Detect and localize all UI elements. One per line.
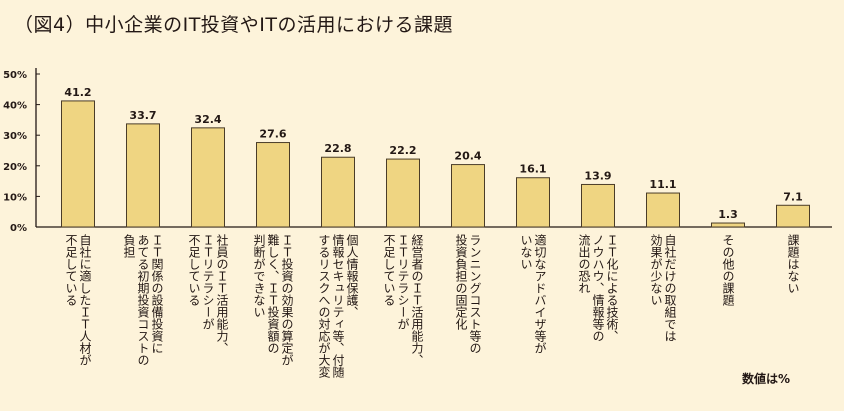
bar — [321, 156, 355, 228]
category-label: ＩＴリテラシーが — [201, 234, 215, 330]
bar — [711, 222, 745, 228]
category-label: ＩＴ化による技術、 — [605, 234, 619, 342]
bar — [386, 158, 420, 228]
category-label: いない — [519, 234, 533, 270]
bar — [61, 100, 95, 228]
category-label: 課題はない — [786, 233, 800, 294]
bar — [776, 204, 810, 228]
y-tick-label: 30% — [3, 131, 27, 142]
y-tick-label: 50% — [3, 70, 27, 81]
bar-value-label: 41.2 — [64, 86, 91, 99]
category-label: あてる初期投資コストの — [136, 234, 150, 366]
bar — [126, 123, 160, 228]
y-tick-label: 0% — [10, 223, 27, 234]
chart-title: （図4）中小企業のIT投資やITの活用における課題 — [14, 14, 454, 36]
bar — [451, 164, 485, 228]
category-label: 不足している — [187, 234, 201, 306]
y-tick-label: 10% — [3, 192, 27, 203]
category-label: するリスクへの対応が大変 — [317, 234, 331, 379]
category-label: 経営者のＩＴ活用能力、 — [410, 234, 424, 366]
bar — [516, 177, 550, 228]
category-label: 不足している — [382, 234, 396, 306]
bar — [256, 142, 290, 228]
bar-value-label: 1.3 — [718, 208, 738, 221]
category-label: 流出の恐れ — [577, 234, 591, 294]
bar — [646, 192, 680, 228]
category-label: 負担 — [122, 234, 136, 258]
category-label: 社員のＩＴ活用能力、 — [215, 233, 229, 354]
bar-value-label: 32.4 — [194, 113, 221, 126]
category-label: ＩＴリテラシーが — [396, 234, 410, 330]
bar-value-label: 13.9 — [584, 169, 611, 182]
category-label: 不足している — [64, 234, 78, 306]
bar-value-label: 22.2 — [389, 144, 416, 157]
unit-note: 数値は% — [742, 372, 791, 386]
bar-value-label: 27.6 — [259, 128, 286, 141]
category-label: ＩＴ投資の効果の算定が — [280, 234, 294, 366]
category-label: 投資負担の固定化 — [454, 233, 468, 331]
category-label: ランニングコスト等の — [468, 234, 482, 354]
bar-value-label: 33.7 — [129, 109, 156, 122]
bar — [581, 183, 615, 228]
bar-value-label: 20.4 — [454, 150, 481, 163]
category-label: 個人情報保護、 — [345, 234, 359, 318]
bar-value-label: 11.1 — [649, 178, 676, 191]
category-label: 難しく、ＩＴ投資額の — [266, 233, 280, 354]
category-label: ＩＴ関係の設備投資に — [150, 234, 164, 354]
category-label: 自社に適したＩＴ人材が — [78, 234, 92, 366]
bar-value-label: 22.8 — [324, 142, 351, 155]
bar-value-label: 16.1 — [519, 163, 546, 176]
category-label: ノウハウ、情報等の — [591, 234, 605, 342]
bar — [191, 127, 225, 228]
category-label: 判断ができない — [252, 234, 266, 318]
category-label: 効果が少ない — [649, 233, 663, 306]
chart-bars — [61, 100, 810, 228]
chart-axes: 0% 10% 20% 30% 40% 50% — [3, 68, 832, 234]
category-label: 自社だけの取組では — [663, 234, 677, 342]
category-label: その他の課題 — [721, 234, 735, 307]
category-label: 情報セキュリティ等、付随 — [331, 234, 345, 379]
y-tick-label: 20% — [3, 162, 27, 173]
bar-value-label: 7.1 — [783, 190, 803, 203]
category-label: 適切なアドバイザ等が — [533, 233, 547, 354]
y-tick-label: 40% — [3, 101, 27, 112]
chart-value-labels: 41.2 33.7 32.4 27.6 22.8 22.2 20.4 16.1 13.9 11.1… — [64, 86, 802, 221]
